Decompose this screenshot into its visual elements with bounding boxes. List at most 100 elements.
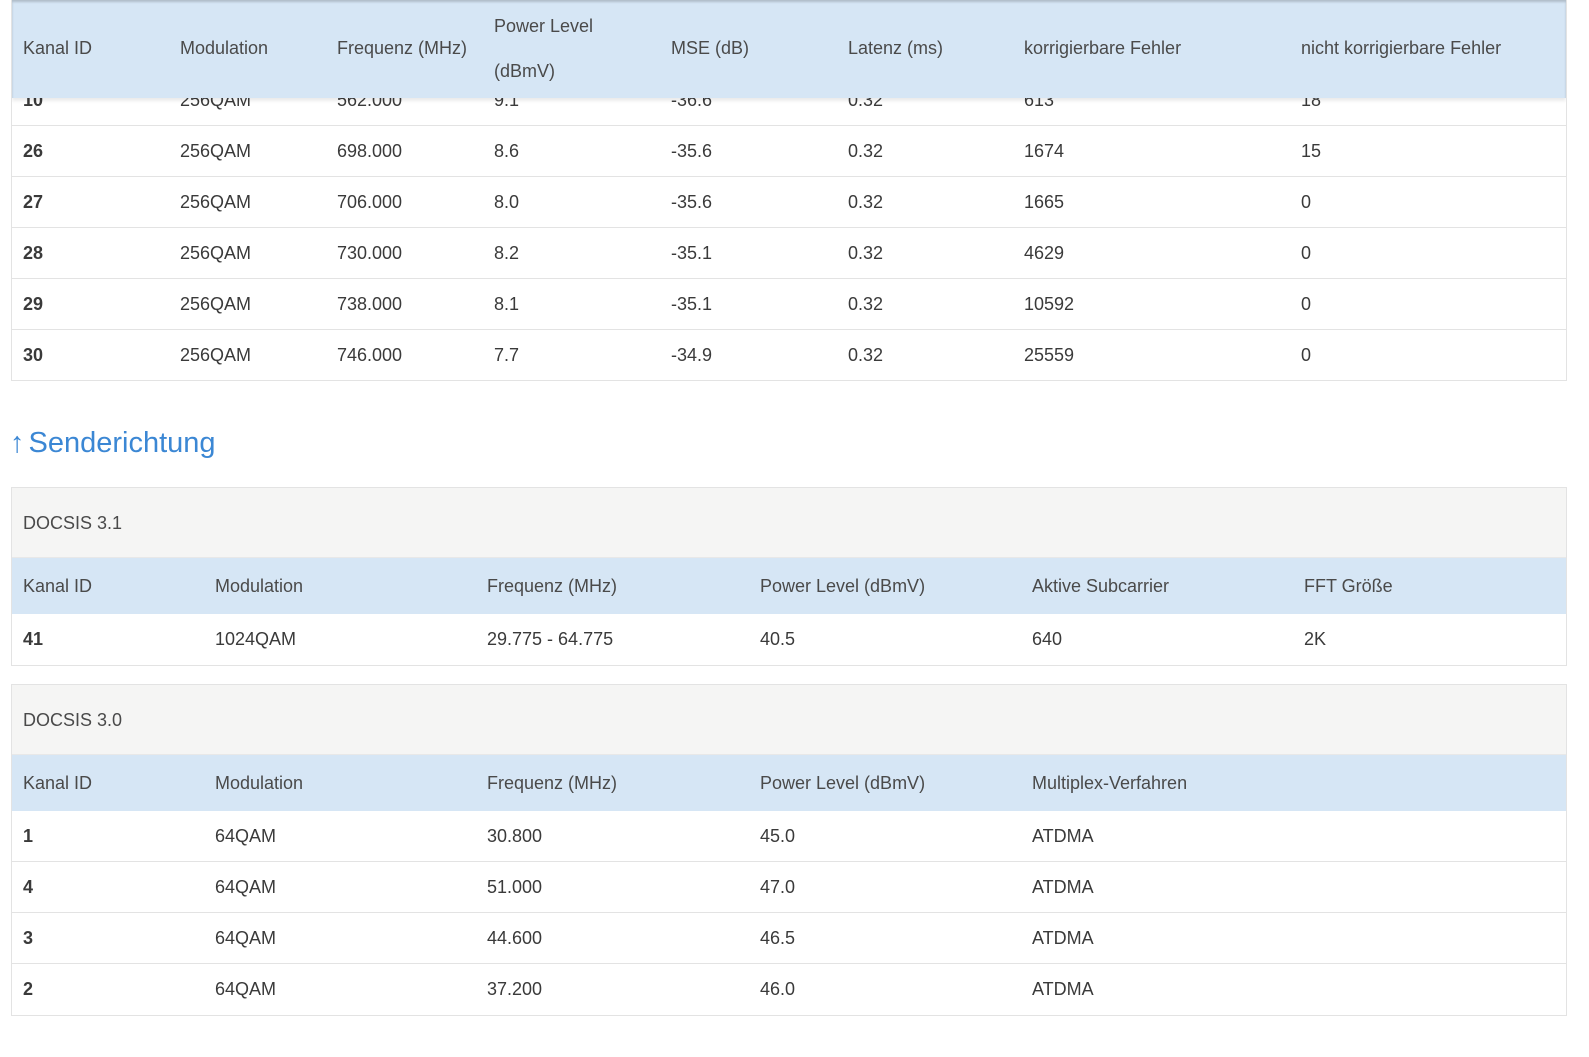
cell-frequenz: 698.000 (337, 141, 403, 161)
header-power-level: Power Level (494, 16, 594, 36)
header-modulation: Modulation (215, 576, 304, 596)
cell-power: 47.0 (760, 877, 796, 897)
cell-power: 8.6 (494, 141, 520, 161)
table-row: 27 256QAM 706.000 8.0 -35.6 0.32 1665 0 (12, 177, 1566, 228)
cell-modulation: 1024QAM (215, 629, 297, 649)
docsis30-caption: DOCSIS 3.0 (12, 685, 1566, 755)
cell-modulation: 256QAM (180, 192, 252, 212)
header-frequenz: Frequenz (MHz) (337, 38, 468, 58)
cell-frequenz: 51.000 (487, 877, 543, 897)
table-row: 4 64QAM 51.000 47.0 ATDMA (12, 862, 1566, 913)
table-row: 28 256QAM 730.000 8.2 -35.1 0.32 4629 0 (12, 228, 1566, 279)
header-fft-groesse: FFT Größe (1304, 576, 1393, 596)
table-row: 26 256QAM 698.000 8.6 -35.6 0.32 1674 15 (12, 126, 1566, 177)
header-frequenz: Frequenz (MHz) (487, 773, 618, 793)
cell-kanal-id: 3 (23, 928, 34, 948)
table-row: 30 256QAM 746.000 7.7 -34.9 0.32 25559 0 (12, 330, 1566, 380)
cell-latenz: 0.32 (848, 294, 884, 314)
cell-multiplex: ATDMA (1032, 979, 1094, 999)
cell-nicht-korrigierbare: 15 (1301, 141, 1322, 161)
header-power-level: Power Level (dBmV) (760, 576, 926, 596)
cell-mse: -35.6 (671, 141, 713, 161)
cell-frequenz: 738.000 (337, 294, 403, 314)
cell-multiplex: ATDMA (1032, 928, 1094, 948)
cell-kanal-id: 26 (23, 141, 44, 161)
cell-nicht-korrigierbare: 0 (1301, 345, 1312, 365)
cell-frequenz: 37.200 (487, 979, 543, 999)
cell-modulation: 256QAM (180, 243, 252, 263)
cell-subcarrier: 640 (1032, 629, 1063, 649)
cell-power: 8.2 (494, 243, 520, 263)
cell-power: 8.0 (494, 192, 520, 212)
downstream-rows: 10 256QAM 562.000 9.1 -36.6 0.32 613 18 … (12, 75, 1566, 380)
cell-korrigierbare: 1674 (1024, 141, 1065, 161)
cell-power: 8.1 (494, 294, 520, 314)
docsis31-table-header: Kanal ID Modulation Frequenz (MHz) Power… (12, 558, 1566, 614)
header-mse: MSE (dB) (671, 38, 750, 58)
header-latenz: Latenz (ms) (848, 38, 944, 58)
cell-korrigierbare: 25559 (1024, 345, 1075, 365)
cell-kanal-id: 29 (23, 294, 44, 314)
table-row: 29 256QAM 738.000 8.1 -35.1 0.32 10592 0 (12, 279, 1566, 330)
cell-kanal-id: 27 (23, 192, 44, 212)
cell-multiplex: ATDMA (1032, 877, 1094, 897)
cell-mse: -35.1 (671, 243, 713, 263)
header-power-unit: (dBmV) (494, 61, 556, 81)
cell-latenz: 0.32 (848, 192, 884, 212)
cell-modulation: 256QAM (180, 345, 252, 365)
cell-kanal-id: 30 (23, 345, 44, 365)
cell-mse: -35.6 (671, 192, 713, 212)
cell-kanal-id: 1 (23, 826, 34, 846)
cell-korrigierbare: 1665 (1024, 192, 1065, 212)
cell-mse: -34.9 (671, 345, 713, 365)
docsis31-caption: DOCSIS 3.1 (12, 488, 1566, 558)
cell-nicht-korrigierbare: 0 (1301, 192, 1312, 212)
cell-frequenz: 730.000 (337, 243, 403, 263)
cell-modulation: 64QAM (215, 928, 277, 948)
cell-modulation: 64QAM (215, 877, 277, 897)
table-row: 1 64QAM 30.800 45.0 ATDMA (12, 811, 1566, 862)
cell-frequenz: 30.800 (487, 826, 543, 846)
cell-frequenz: 29.775 - 64.775 (487, 629, 614, 649)
cell-multiplex: ATDMA (1032, 826, 1094, 846)
cell-kanal-id: 41 (23, 629, 44, 649)
downstream-table[interactable]: Kanal ID Modulation Frequenz (MHz) Power… (11, 0, 1567, 381)
table-row: 3 64QAM 44.600 46.5 ATDMA (12, 913, 1566, 964)
cell-latenz: 0.32 (848, 345, 884, 365)
header-kanal-id: Kanal ID (23, 773, 93, 793)
cell-modulation: 256QAM (180, 141, 252, 161)
docsis30-table-header: Kanal ID Modulation Frequenz (MHz) Power… (12, 755, 1566, 811)
cell-fft: 2K (1304, 629, 1327, 649)
cell-kanal-id: 2 (23, 979, 34, 999)
cell-modulation: 64QAM (215, 826, 277, 846)
cell-power: 46.0 (760, 979, 796, 999)
cell-frequenz: 44.600 (487, 928, 543, 948)
cell-nicht-korrigierbare: 0 (1301, 294, 1312, 314)
docsis31-table: DOCSIS 3.1 Kanal ID Modulation Frequenz … (11, 487, 1567, 666)
cell-modulation: 256QAM (180, 294, 252, 314)
cell-mse: -35.1 (671, 294, 713, 314)
header-nicht-korrigierbare-fehler: nicht korrigierbare Fehler (1301, 38, 1502, 58)
section-title-senderichtung: ↑ Senderichtung (10, 420, 216, 466)
table-row: 2 64QAM 37.200 46.0 ATDMA (12, 964, 1566, 1015)
cell-modulation: 64QAM (215, 979, 277, 999)
cell-korrigierbare: 10592 (1024, 294, 1075, 314)
section-title-text: Senderichtung (28, 427, 216, 459)
header-modulation: Modulation (215, 773, 304, 793)
cell-frequenz: 706.000 (337, 192, 403, 212)
cell-latenz: 0.32 (848, 243, 884, 263)
header-aktive-subcarrier: Aktive Subcarrier (1032, 576, 1170, 596)
header-multiplex: Multiplex-Verfahren (1032, 773, 1188, 793)
docsis30-table: DOCSIS 3.0 Kanal ID Modulation Frequenz … (11, 684, 1567, 1016)
cell-nicht-korrigierbare: 0 (1301, 243, 1312, 263)
cell-frequenz: 746.000 (337, 345, 403, 365)
table-row: 41 1024QAM 29.775 - 64.775 40.5 640 2K (12, 614, 1566, 665)
header-kanal-id: Kanal ID (23, 576, 93, 596)
cell-power: 40.5 (760, 629, 796, 649)
downstream-table-header: Kanal ID Modulation Frequenz (MHz) Power… (12, 0, 1566, 98)
cell-kanal-id: 28 (23, 243, 44, 263)
header-modulation: Modulation (180, 38, 269, 58)
header-kanal-id: Kanal ID (23, 38, 93, 58)
cell-kanal-id: 4 (23, 877, 34, 897)
